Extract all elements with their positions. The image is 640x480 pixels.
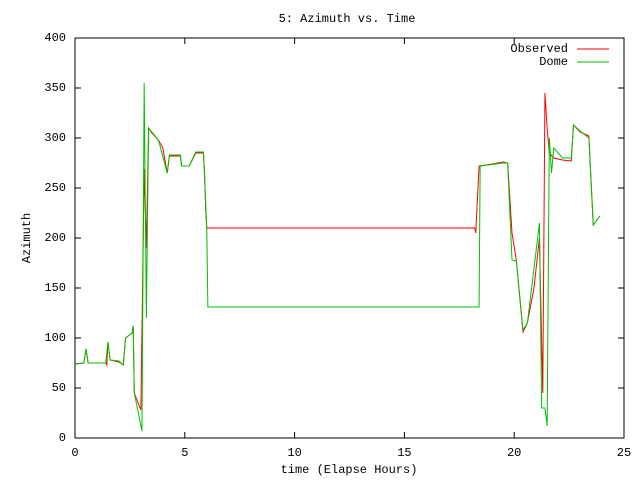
- y-tick-label: 100: [44, 331, 66, 345]
- y-tick-label: 300: [44, 131, 66, 145]
- series-line: [74, 82, 601, 432]
- x-tick-label: 5: [181, 446, 188, 460]
- legend-label: Observed: [510, 42, 568, 56]
- x-tick-label: 15: [397, 446, 411, 460]
- y-tick-label: 200: [44, 231, 66, 245]
- chart-title: 5: Azimuth vs. Time: [279, 12, 416, 26]
- y-tick-label: 0: [59, 431, 66, 445]
- y-tick-label: 250: [44, 181, 66, 195]
- x-tick-label: 25: [617, 446, 631, 460]
- x-tick-label: 10: [287, 446, 301, 460]
- x-tick-label: 20: [507, 446, 521, 460]
- x-axis-label: time (Elapse Hours): [281, 463, 418, 477]
- y-tick-label: 350: [44, 81, 66, 95]
- y-tick-label: 150: [44, 281, 66, 295]
- x-tick-label: 0: [71, 446, 78, 460]
- y-tick-label: 400: [44, 31, 66, 45]
- legend-label: Dome: [539, 55, 568, 69]
- y-axis-label: Azimuth: [20, 213, 34, 263]
- y-tick-label: 50: [52, 381, 66, 395]
